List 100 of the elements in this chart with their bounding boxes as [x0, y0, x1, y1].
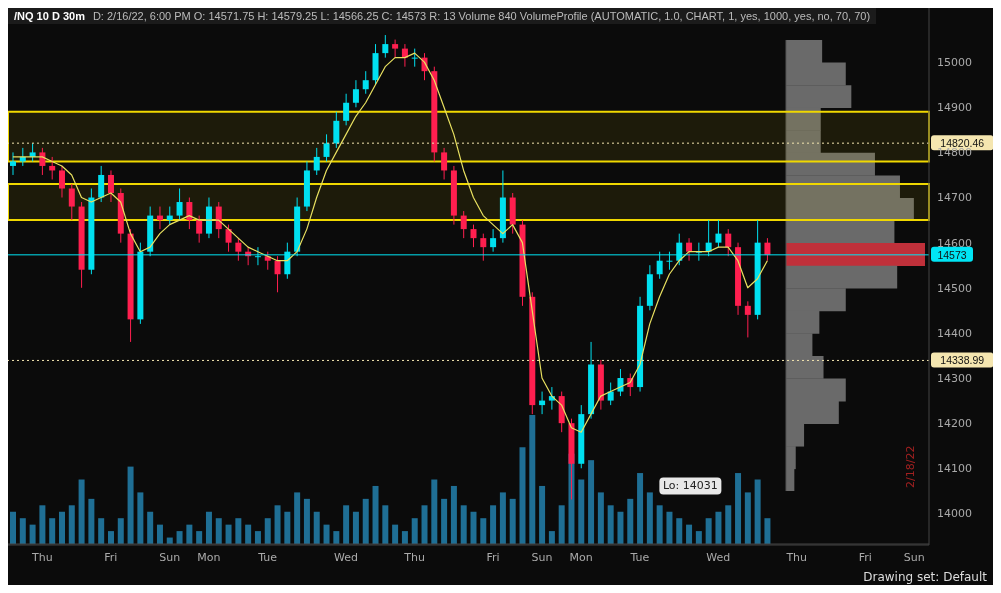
bar	[646, 492, 653, 544]
x-tick-label: Fri	[104, 550, 118, 564]
candlestick	[107, 169, 114, 203]
bar	[49, 518, 56, 544]
bar	[529, 415, 536, 544]
bar	[686, 524, 693, 544]
bar	[68, 505, 75, 544]
bar	[205, 511, 212, 544]
bar	[401, 531, 408, 544]
y-tick-label: 14400	[937, 326, 972, 340]
candlestick	[490, 228, 497, 253]
x-tick-label: Thu	[30, 550, 53, 564]
bar	[735, 473, 742, 544]
bar	[450, 485, 457, 544]
x-tick-label: Mon	[197, 550, 221, 564]
bar	[539, 485, 546, 544]
candlestick	[196, 215, 203, 244]
candlestick	[480, 233, 487, 262]
bar	[637, 473, 644, 544]
candlestick	[725, 228, 732, 257]
ref-line-label: 14573	[937, 248, 967, 261]
bar	[480, 518, 487, 544]
candlestick	[352, 79, 359, 108]
candlestick	[607, 382, 614, 406]
bar	[411, 518, 418, 544]
bar	[548, 531, 555, 544]
candlestick	[235, 237, 242, 262]
bar	[578, 479, 585, 544]
bar	[88, 498, 95, 544]
candlestick	[98, 165, 105, 203]
bar	[343, 505, 350, 544]
bar	[19, 518, 26, 544]
y-tick-label: 14100	[937, 462, 972, 476]
candlestick	[460, 210, 467, 239]
candlestick	[225, 224, 232, 253]
bar	[715, 511, 722, 544]
x-tick-label: Wed	[334, 550, 359, 564]
bar	[294, 492, 301, 544]
bar	[303, 498, 310, 544]
bar	[725, 505, 732, 544]
bar	[744, 492, 751, 544]
chart-title: /NQ 10 D 30m	[14, 10, 85, 22]
bar	[196, 531, 203, 544]
candlestick	[362, 70, 369, 95]
candlestick	[68, 183, 75, 221]
bar	[597, 492, 604, 544]
x-tick-label: Sun	[903, 550, 925, 564]
bar	[284, 511, 291, 544]
bar	[225, 524, 232, 544]
bar	[588, 460, 595, 544]
bar	[499, 492, 506, 544]
candlestick	[744, 300, 751, 338]
bar	[764, 518, 771, 544]
candlestick	[274, 255, 281, 293]
bar	[254, 531, 261, 544]
chart-subtitle: D: 2/16/22, 6:00 PM O: 14571.75 H: 14579.25 L: 14566.25 C: 14573 R: 13 Volume 840 VolumeProfile (AUTOMATIC, 1.0, CHART, 1, yes, 1000, yes, no, 70, 70)	[92, 10, 871, 22]
bar	[676, 518, 683, 544]
x-tick-label: Mon	[569, 550, 593, 564]
candlestick	[343, 93, 350, 126]
candlestick	[39, 147, 46, 176]
bar	[78, 479, 85, 544]
y-tick-label: 14000	[937, 507, 972, 521]
x-tick-label: Tue	[629, 550, 650, 564]
ref-line-label: 14338.99	[940, 354, 985, 367]
bar	[754, 479, 761, 544]
bar	[666, 511, 673, 544]
annotation: 2/18/22	[904, 445, 917, 488]
y-tick-label: 15000	[937, 56, 972, 70]
bar	[352, 511, 359, 544]
bar	[313, 511, 320, 544]
bar	[274, 505, 281, 544]
bar	[421, 505, 428, 544]
candlestick	[715, 219, 722, 248]
candlestick	[323, 133, 330, 162]
bar	[509, 498, 516, 544]
bar	[617, 511, 624, 544]
bar	[705, 518, 712, 544]
y-tick-label: 14600	[937, 236, 972, 250]
annotation: Lo: 14031	[662, 479, 718, 493]
bar	[333, 531, 340, 544]
x-tick-label: Fri	[858, 550, 872, 564]
candlestick	[617, 368, 624, 397]
bar	[127, 466, 134, 544]
y-tick-label: 14700	[937, 191, 972, 205]
bar	[695, 531, 702, 544]
bar	[323, 524, 330, 544]
bar	[29, 524, 36, 544]
candlestick	[58, 165, 65, 199]
bar	[490, 505, 497, 544]
bar	[372, 485, 379, 544]
bar	[392, 524, 399, 544]
bar	[58, 511, 65, 544]
candlestick	[686, 237, 693, 262]
bar	[245, 524, 252, 544]
bar	[235, 518, 242, 544]
candlestick	[441, 147, 448, 180]
bar	[117, 518, 124, 544]
bar	[362, 498, 369, 544]
bar	[382, 505, 389, 544]
bar	[186, 524, 193, 544]
